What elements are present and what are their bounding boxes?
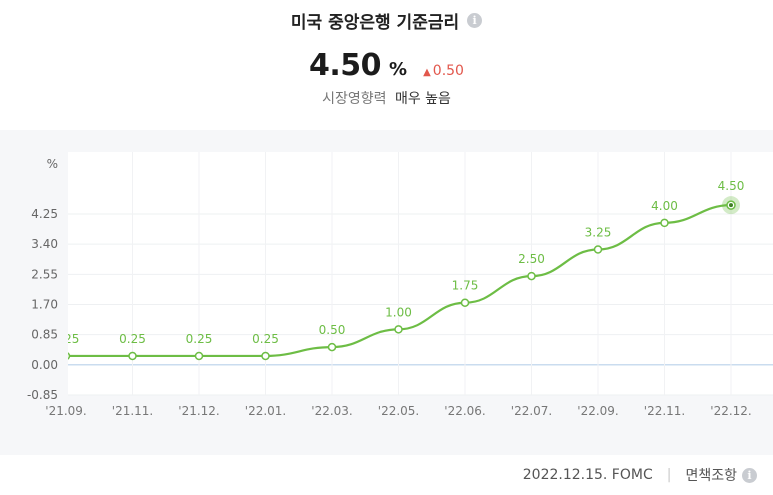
x-tick-label: '22.07. — [511, 404, 552, 418]
impact-value: 매우 높음 — [394, 91, 451, 107]
data-label: 0.25 — [53, 332, 80, 346]
data-point — [394, 325, 403, 334]
x-tick-label: '22.12. — [710, 404, 751, 418]
x-tick-label: '22.03. — [311, 404, 352, 418]
data-point — [327, 342, 337, 352]
data-label: 0.25 — [252, 332, 279, 346]
data-point — [527, 271, 536, 281]
separator: | — [666, 467, 672, 483]
line-chart: 4.25 3.40 2.55 1.70 0.85 0.00 -0.85% '21.09. '21… — [27, 152, 773, 418]
title-row: 미국 중앙은행 기준금리 i — [0, 8, 773, 33]
x-tick-label: '22.11. — [644, 404, 685, 418]
disclaimer-link[interactable]: 면책조항 — [685, 468, 737, 484]
data-point — [261, 351, 270, 361]
rate-unit: % — [389, 59, 408, 80]
plot-background — [68, 152, 773, 395]
y-tick-label: 1.70 — [31, 298, 58, 312]
footer-info: 2022.12.15. FOMC | 면책조항 i — [523, 465, 757, 485]
y-tick-label: 2.55 — [31, 267, 58, 281]
page-title: 미국 중앙은행 기준금리 — [290, 13, 460, 33]
x-tick-label: '22.06. — [444, 404, 485, 418]
data-label: 4.00 — [651, 199, 678, 213]
data-point — [460, 298, 470, 307]
data-label: 0.50 — [319, 323, 346, 337]
chart-area: 4.25 3.40 2.55 1.70 0.85 0.00 -0.85% '21.09. '21… — [0, 130, 773, 455]
info-icon[interactable]: i — [742, 467, 757, 483]
header: 미국 중앙은행 기준금리 i 4.50 % ▲ 0.50 시장영향력 매우 높음 — [0, 0, 773, 130]
data-label: 1.75 — [452, 279, 479, 293]
x-tick-label: '22.01. — [245, 404, 286, 418]
rate-change-value: 0.50 — [432, 63, 464, 79]
data-point — [660, 218, 669, 228]
data-label: 3.25 — [585, 225, 612, 239]
y-tick-label: 3.40 — [31, 237, 58, 251]
data-label: 1.00 — [385, 305, 412, 319]
date-source: 2022.12.15. FOMC — [522, 467, 653, 483]
data-point — [194, 351, 204, 361]
data-label: 4.50 — [718, 179, 745, 193]
x-tick-label: '21.12. — [178, 404, 219, 418]
data-point — [128, 351, 137, 361]
x-tick-label: '21.09. — [45, 404, 86, 418]
impact-label: 시장영향력 — [322, 91, 387, 107]
triangle-up-icon: ▲ — [423, 67, 431, 78]
rate-change: ▲ 0.50 — [423, 63, 464, 79]
y-axis-label: % — [47, 157, 58, 171]
data-point — [593, 245, 603, 254]
series-line — [68, 204, 732, 358]
data-point-center — [729, 203, 733, 208]
data-label: 0.25 — [119, 332, 146, 346]
rate-value: 4.50 — [309, 48, 382, 83]
data-point — [68, 352, 71, 360]
y-tick-label: 0.85 — [31, 328, 58, 342]
footer: 2022.12.15. FOMC | 면책조항 i — [0, 455, 773, 495]
y-tick-label: -0.85 — [27, 388, 58, 402]
info-icon[interactable]: i — [467, 13, 483, 28]
impact-row: 시장영향력 매우 높음 — [0, 88, 773, 108]
y-tick-label: 4.25 — [31, 207, 58, 221]
y-tick-label: 0.00 — [31, 358, 58, 372]
value-row: 4.50 % ▲ 0.50 — [0, 48, 773, 83]
x-tick-label: '22.05. — [378, 404, 419, 418]
data-label: 0.25 — [186, 332, 213, 346]
data-label: 2.50 — [518, 252, 545, 266]
x-tick-label: '22.09. — [577, 404, 618, 418]
x-tick-label: '21.11. — [112, 404, 153, 418]
